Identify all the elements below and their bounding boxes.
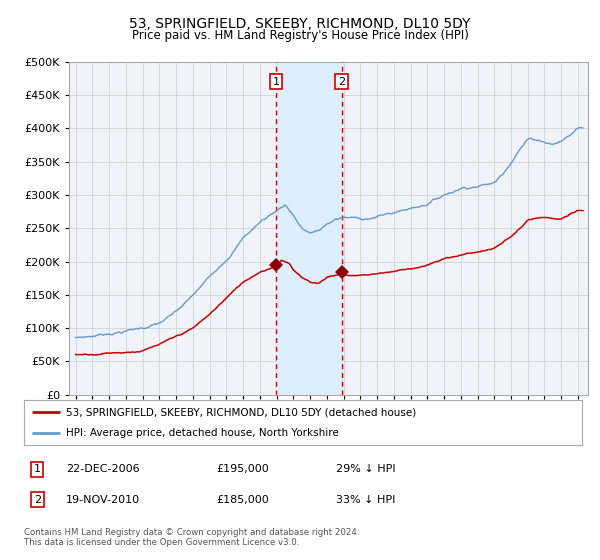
Text: 2: 2 — [34, 494, 41, 505]
Bar — [276, 62, 341, 395]
Text: 19-NOV-2010: 19-NOV-2010 — [66, 494, 140, 505]
Text: Contains HM Land Registry data © Crown copyright and database right 2024.
This d: Contains HM Land Registry data © Crown c… — [24, 528, 359, 547]
Text: Price paid vs. HM Land Registry's House Price Index (HPI): Price paid vs. HM Land Registry's House … — [131, 29, 469, 42]
Text: £195,000: £195,000 — [216, 464, 269, 474]
Text: 29% ↓ HPI: 29% ↓ HPI — [336, 464, 395, 474]
Text: 33% ↓ HPI: 33% ↓ HPI — [336, 494, 395, 505]
Text: £185,000: £185,000 — [216, 494, 269, 505]
Text: 1: 1 — [34, 464, 41, 474]
Text: 2: 2 — [338, 77, 345, 87]
Text: HPI: Average price, detached house, North Yorkshire: HPI: Average price, detached house, Nort… — [66, 428, 338, 438]
Text: 53, SPRINGFIELD, SKEEBY, RICHMOND, DL10 5DY (detached house): 53, SPRINGFIELD, SKEEBY, RICHMOND, DL10 … — [66, 408, 416, 418]
Text: 22-DEC-2006: 22-DEC-2006 — [66, 464, 140, 474]
Text: 1: 1 — [272, 77, 280, 87]
Text: 53, SPRINGFIELD, SKEEBY, RICHMOND, DL10 5DY: 53, SPRINGFIELD, SKEEBY, RICHMOND, DL10 … — [129, 17, 471, 31]
